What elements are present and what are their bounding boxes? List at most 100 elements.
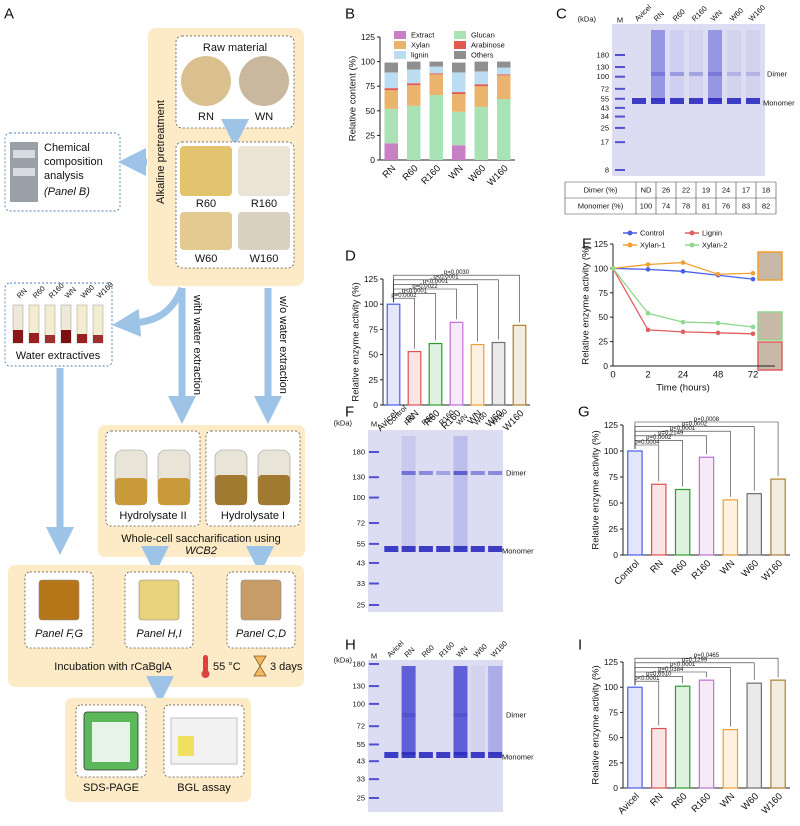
bar xyxy=(770,478,786,556)
strain: WCB2 xyxy=(185,545,217,557)
smear xyxy=(670,30,684,101)
dimer-band xyxy=(436,471,451,475)
smear xyxy=(651,30,665,101)
dimer-band xyxy=(470,471,485,475)
smear xyxy=(488,666,503,755)
marker-label: 25 xyxy=(357,794,365,803)
bar-segment xyxy=(407,61,421,70)
marker-label: 55 xyxy=(357,740,365,749)
legend-swatch xyxy=(627,230,633,236)
data-point xyxy=(680,319,686,325)
dimer-band xyxy=(401,471,416,475)
x-tick-label: R160 xyxy=(690,791,714,815)
legend-swatch xyxy=(394,51,406,59)
bar-segment xyxy=(452,72,466,93)
marker-label: 33 xyxy=(357,579,365,588)
monomer-band xyxy=(670,98,684,104)
legend-swatch xyxy=(454,51,466,59)
y-tick-label: 50 xyxy=(609,733,619,743)
legend-label: Extract xyxy=(411,31,435,40)
photo xyxy=(239,56,289,106)
y-tick-label: 75 xyxy=(369,324,379,334)
tube xyxy=(29,333,39,343)
beaker xyxy=(38,579,80,621)
p-value: p=0.0022 xyxy=(412,284,438,290)
marker-label: 34 xyxy=(601,112,609,121)
marker-label: 25 xyxy=(357,601,365,610)
monomer-band xyxy=(689,98,703,104)
legend-swatch xyxy=(394,31,406,39)
p-value: p<0.0001 xyxy=(402,288,428,294)
temperature: 55 °C xyxy=(213,661,241,673)
x-tick-label: 24 xyxy=(678,370,689,381)
tubes xyxy=(12,304,104,344)
data-point xyxy=(680,269,686,274)
bar xyxy=(746,493,762,556)
y-tick-label: 25 xyxy=(609,524,619,534)
sample-label: RN xyxy=(198,111,214,123)
y-tick-label: 125 xyxy=(364,274,378,284)
sample-label: R60 xyxy=(196,198,216,210)
x-tick-label: R60 xyxy=(401,163,421,183)
p-value: p=0.2149 xyxy=(658,431,684,437)
y-tick-label: 125 xyxy=(604,420,618,430)
sample-label: R160 xyxy=(251,198,277,210)
x-tick-label: R160 xyxy=(419,163,443,187)
bar xyxy=(512,324,527,406)
dimer-band xyxy=(488,471,503,475)
bar-segment xyxy=(384,88,398,91)
y-axis-label: Relative enzyme activity (%) xyxy=(581,245,592,364)
bar xyxy=(470,343,485,406)
bar xyxy=(651,727,667,789)
smear xyxy=(453,436,468,549)
beaker xyxy=(138,579,180,621)
data-point xyxy=(645,267,651,272)
instrument-icon xyxy=(13,168,35,176)
thermometer-icon xyxy=(203,655,208,673)
y-tick-label: 0 xyxy=(373,400,378,410)
legend-swatch xyxy=(454,41,466,49)
bar-segment xyxy=(497,67,511,75)
lane-label: W60 xyxy=(728,6,745,23)
bar-segment xyxy=(497,61,511,68)
duration: 3 days xyxy=(270,661,303,673)
smear xyxy=(401,666,416,755)
panel-letter: E xyxy=(582,236,592,253)
bar-segment xyxy=(407,85,421,106)
dimer-label: Dimer xyxy=(506,469,527,478)
bar-segment xyxy=(452,111,466,146)
lane-label: W160 xyxy=(747,3,767,23)
marker-label: 180 xyxy=(352,448,365,457)
data-point xyxy=(715,271,721,277)
dimer-band xyxy=(689,72,703,76)
thermometer-icon xyxy=(201,670,210,678)
x-tick-label: R160 xyxy=(690,558,714,582)
marker-label: 55 xyxy=(357,539,365,548)
marker-label: 100 xyxy=(596,72,609,81)
marker-label: 55 xyxy=(601,94,609,103)
monomer-band xyxy=(453,752,468,758)
legend-label: Glucan xyxy=(471,31,495,40)
tube xyxy=(45,335,55,343)
dimer-band xyxy=(708,72,722,76)
hydrolysate-label: Hydrolysate I xyxy=(221,510,285,522)
lane-label: R160 xyxy=(437,640,456,659)
panel-a: Raw material RN WN R60 R160 W60 W160 Alk… xyxy=(4,28,305,802)
y-axis-label: Relative enzyme activity (%) xyxy=(351,282,362,401)
bar-segment xyxy=(497,98,511,160)
panel-letter: C xyxy=(556,6,567,23)
bar xyxy=(674,488,691,556)
legend-swatch xyxy=(689,242,695,248)
data-point xyxy=(610,266,616,271)
y-tick-label: 0 xyxy=(613,550,618,560)
monomer-band xyxy=(401,752,416,758)
table-cell: 82 xyxy=(762,202,770,211)
lane-label: R160 xyxy=(690,4,709,23)
table-cell: 76 xyxy=(722,202,730,211)
kda-label: (kDa) xyxy=(334,419,353,428)
panel-letter: F xyxy=(345,404,354,421)
table-cell: 100 xyxy=(640,202,653,211)
table-cell: ND xyxy=(641,186,652,195)
data-point xyxy=(715,320,721,326)
y-axis-label: Relative content (%) xyxy=(348,56,359,142)
